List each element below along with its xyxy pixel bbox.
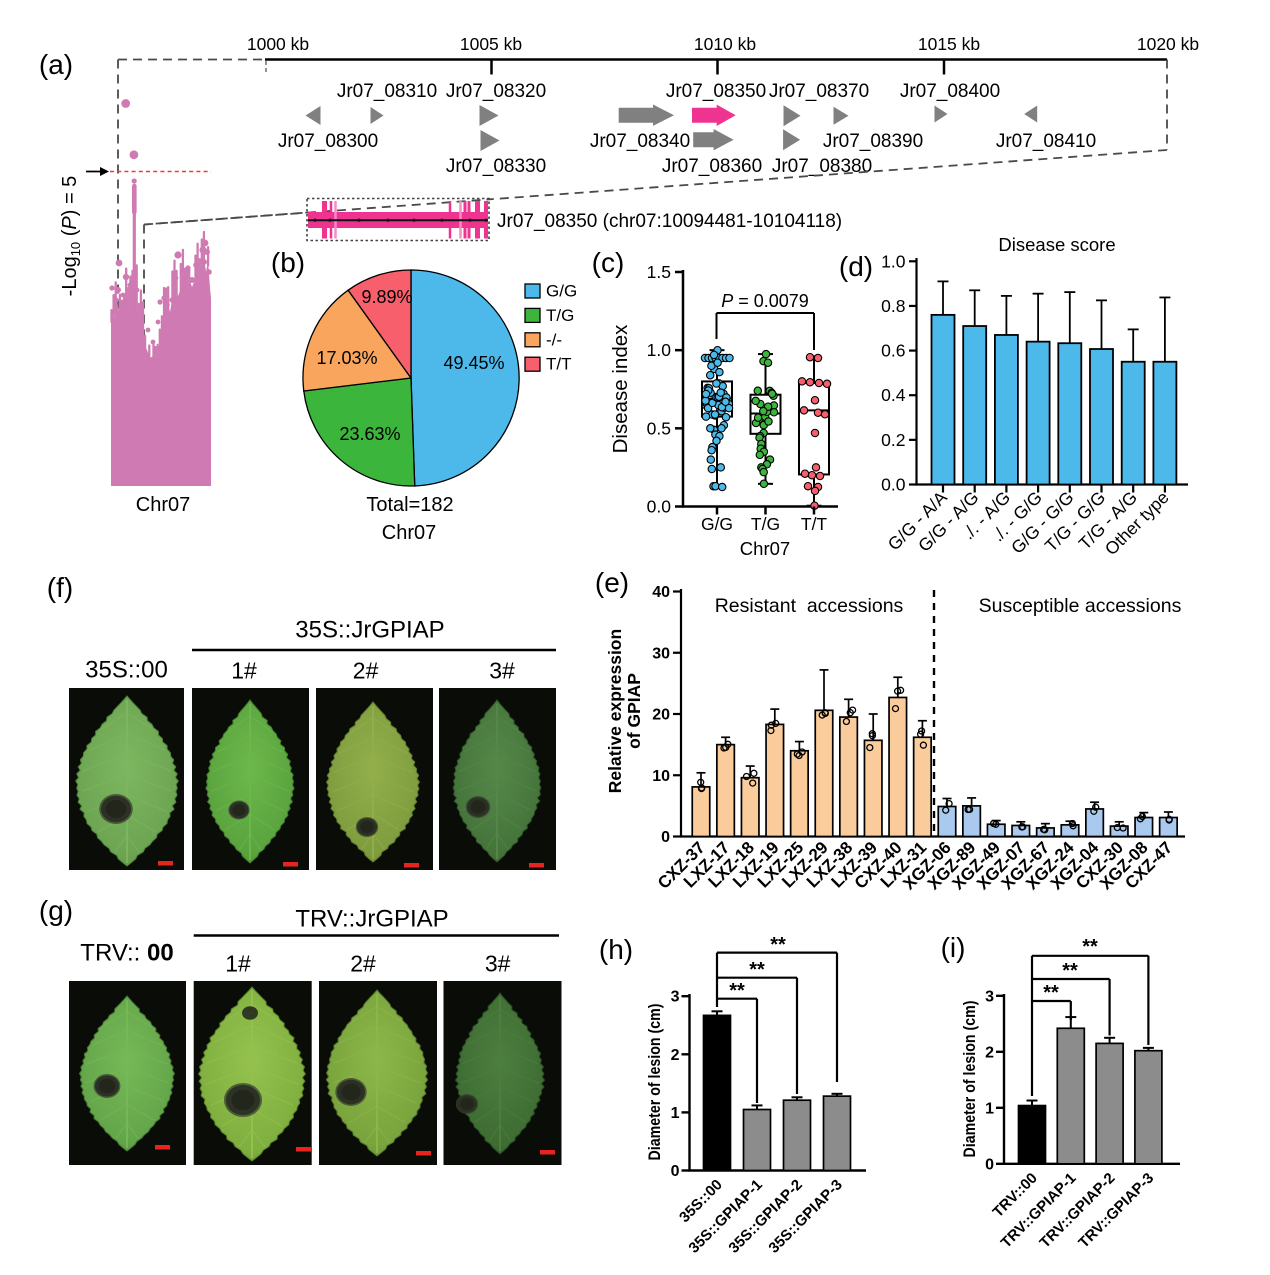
svg-text:Disease index: Disease index xyxy=(609,324,632,454)
svg-text:(e): (e) xyxy=(595,567,629,598)
svg-text:0.6: 0.6 xyxy=(881,341,905,361)
svg-text:10: 10 xyxy=(652,768,670,785)
svg-text:0.8: 0.8 xyxy=(881,296,905,316)
svg-text:T/T: T/T xyxy=(546,355,572,374)
svg-text:Diameter of lesion (cm): Diameter of lesion (cm) xyxy=(645,1004,664,1161)
svg-text:Jr07_08400: Jr07_08400 xyxy=(900,81,1000,102)
svg-text:1015 kb: 1015 kb xyxy=(918,34,980,54)
svg-text:**: ** xyxy=(1043,982,1059,1004)
svg-text:Jr07_08350: Jr07_08350 xyxy=(666,81,766,102)
svg-text:Jr07_08300: Jr07_08300 xyxy=(278,131,378,152)
svg-text:T/G: T/G xyxy=(751,514,780,534)
svg-text:Chr07: Chr07 xyxy=(136,494,190,516)
svg-text:0: 0 xyxy=(661,829,670,846)
svg-text:3#: 3# xyxy=(489,658,515,684)
svg-text:G/G: G/G xyxy=(546,282,577,301)
svg-text:3: 3 xyxy=(671,989,680,1006)
svg-text:Diameter of lesion (cm): Diameter of lesion (cm) xyxy=(960,1001,979,1158)
svg-text:T/T: T/T xyxy=(801,514,828,534)
svg-text:(g): (g) xyxy=(39,895,73,926)
svg-text:(i): (i) xyxy=(941,932,966,963)
svg-text:Disease score: Disease score xyxy=(998,234,1115,255)
svg-text:23.63%: 23.63% xyxy=(339,424,400,444)
svg-text:Jr07_08330: Jr07_08330 xyxy=(446,156,546,177)
svg-text:-/-: -/- xyxy=(546,330,562,349)
svg-text:2: 2 xyxy=(985,1044,994,1061)
svg-text:3#: 3# xyxy=(485,951,511,977)
svg-text:Chr07: Chr07 xyxy=(382,522,436,544)
svg-text:Jr07_08350 (chr07:10094481-101: Jr07_08350 (chr07:10094481-10104118) xyxy=(497,211,842,232)
svg-text:0: 0 xyxy=(985,1156,994,1173)
svg-text:-Log10 (P) = 5: -Log10 (P) = 5 xyxy=(59,176,83,297)
svg-text:**: ** xyxy=(729,980,745,1002)
svg-text:(b): (b) xyxy=(271,247,305,278)
svg-text:Jr07_08340: Jr07_08340 xyxy=(590,131,690,152)
svg-text:TRV::JrGPIAP: TRV::JrGPIAP xyxy=(295,906,448,933)
svg-text:0.4: 0.4 xyxy=(881,385,906,405)
svg-text:(d): (d) xyxy=(839,251,873,282)
svg-text:1.0: 1.0 xyxy=(881,251,906,271)
svg-text:9.89%: 9.89% xyxy=(361,287,412,307)
svg-text:G/G: G/G xyxy=(701,514,733,534)
svg-text:Jr07_08370: Jr07_08370 xyxy=(769,81,869,102)
svg-text:TRV:: 00: TRV:: 00 xyxy=(80,940,173,967)
svg-text:1020 kb: 1020 kb xyxy=(1137,34,1199,54)
svg-text:Total=182: Total=182 xyxy=(366,494,453,516)
svg-text:**: ** xyxy=(1082,936,1098,958)
svg-text:0.2: 0.2 xyxy=(881,430,905,450)
svg-text:2#: 2# xyxy=(350,951,376,977)
svg-text:Susceptible accessions: Susceptible accessions xyxy=(979,595,1182,617)
svg-text:(f): (f) xyxy=(47,572,73,603)
svg-text:P = 0.0079: P = 0.0079 xyxy=(721,291,809,311)
svg-text:3: 3 xyxy=(985,988,994,1005)
svg-text:1000 kb: 1000 kb xyxy=(247,34,309,54)
svg-text:(h): (h) xyxy=(599,934,633,965)
svg-text:(a): (a) xyxy=(39,49,73,80)
svg-text:0: 0 xyxy=(671,1163,680,1180)
svg-text:1: 1 xyxy=(671,1105,680,1122)
svg-text:0.0: 0.0 xyxy=(881,475,906,495)
svg-text:Jr07_08310: Jr07_08310 xyxy=(337,81,437,102)
svg-text:35S::JrGPIAP: 35S::JrGPIAP xyxy=(295,617,444,644)
svg-text:**: ** xyxy=(770,934,786,956)
svg-text:1#: 1# xyxy=(225,951,251,977)
svg-text:Resistant accessions: Resistant accessions xyxy=(715,595,904,617)
svg-text:Jr07_08320: Jr07_08320 xyxy=(446,81,546,102)
svg-text:**: ** xyxy=(1062,960,1078,982)
svg-text:1005 kb: 1005 kb xyxy=(460,34,522,54)
svg-text:49.45%: 49.45% xyxy=(443,353,504,373)
svg-text:Relative expression: Relative expression xyxy=(605,629,625,793)
svg-text:1.5: 1.5 xyxy=(647,262,671,282)
svg-text:1.0: 1.0 xyxy=(647,340,672,360)
svg-text:T/G: T/G xyxy=(546,306,574,325)
svg-text:2: 2 xyxy=(671,1047,680,1064)
svg-text:17.03%: 17.03% xyxy=(316,348,377,368)
svg-text:1: 1 xyxy=(985,1100,994,1117)
svg-text:0.0: 0.0 xyxy=(647,497,672,517)
svg-text:Jr07_08390: Jr07_08390 xyxy=(823,131,923,152)
svg-text:Chr07: Chr07 xyxy=(740,538,790,559)
svg-text:40: 40 xyxy=(652,584,670,601)
svg-text:1#: 1# xyxy=(231,658,257,684)
svg-text:30: 30 xyxy=(652,645,670,662)
svg-text:**: ** xyxy=(749,959,765,981)
svg-text:35S::00: 35S::00 xyxy=(85,657,168,684)
svg-text:1010 kb: 1010 kb xyxy=(694,34,756,54)
svg-text:Jr07_08380: Jr07_08380 xyxy=(772,156,872,177)
svg-text:Jr07_08410: Jr07_08410 xyxy=(996,131,1096,152)
svg-text:of GPIAP: of GPIAP xyxy=(624,673,644,749)
svg-text:2#: 2# xyxy=(353,658,379,684)
svg-text:0.5: 0.5 xyxy=(647,418,671,438)
svg-text:20: 20 xyxy=(652,707,670,724)
svg-text:(c): (c) xyxy=(592,247,625,278)
svg-text:Jr07_08360: Jr07_08360 xyxy=(662,156,762,177)
